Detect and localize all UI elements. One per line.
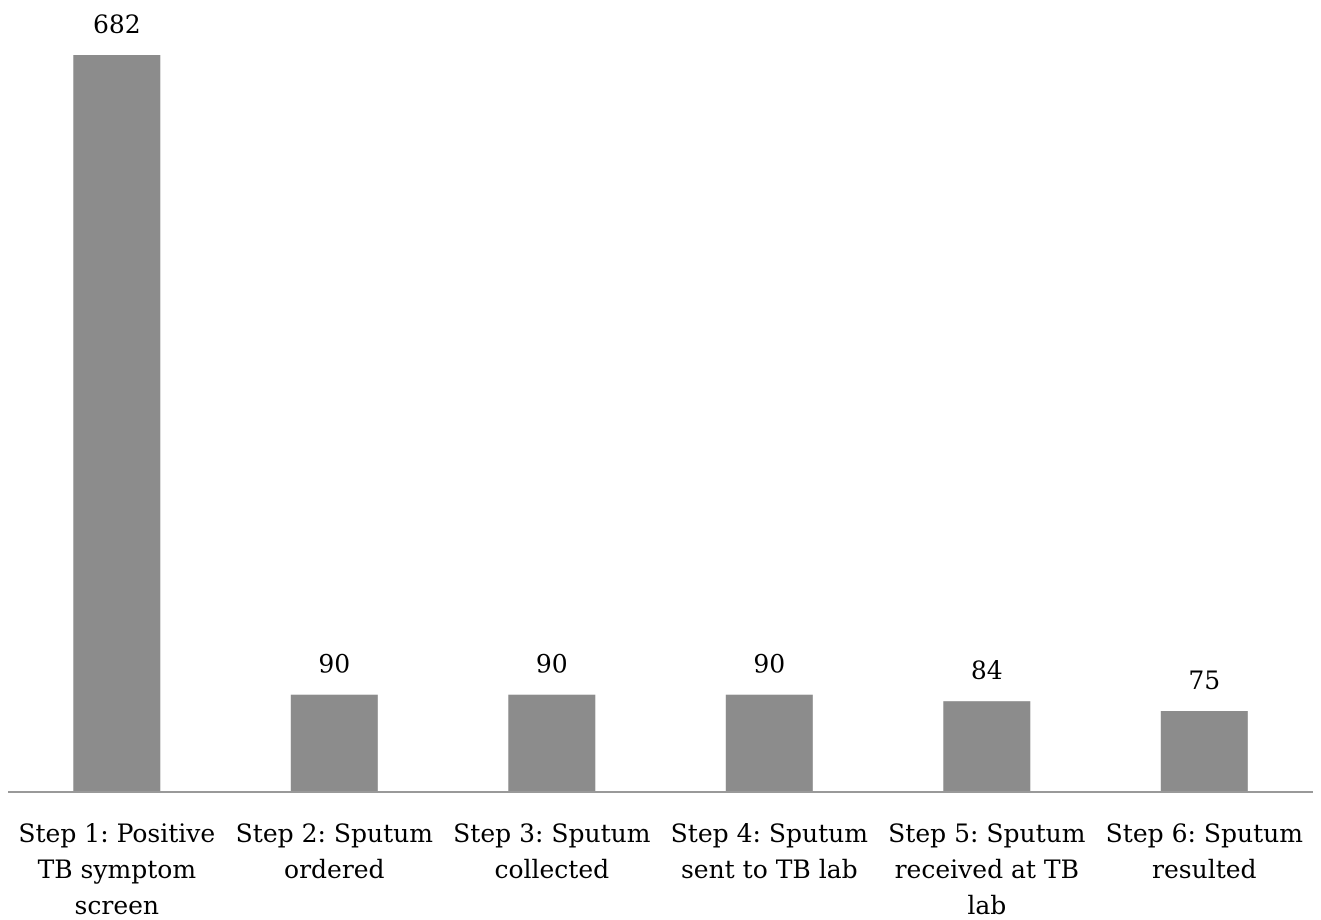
category-label-line: Step 4: Sputum [671, 819, 869, 848]
category-label-line: ordered [284, 855, 385, 884]
category-label-line: lab [967, 891, 1006, 920]
data-label-6: 75 [1188, 666, 1220, 695]
category-labels: Step 1: Positive TB symptom screen Step 2: … [18, 819, 1303, 920]
category-label-line: resulted [1152, 855, 1257, 884]
category-label-1: Step 1: Positive TB symptom screen [18, 819, 215, 920]
data-label-4: 90 [753, 650, 785, 679]
data-labels: 682 90 90 90 84 75 [93, 10, 1220, 695]
category-label-line: Step 1: Positive [18, 819, 215, 848]
data-label-3: 90 [536, 650, 568, 679]
category-label-6: Step 6: Sputum resulted [1106, 819, 1304, 884]
category-label-line: screen [75, 891, 159, 920]
bar-3 [508, 694, 596, 792]
category-label-line: received at TB [895, 855, 1079, 884]
category-label-line: TB symptom [38, 855, 197, 884]
data-label-2: 90 [318, 650, 350, 679]
category-label-line: Step 3: Sputum [453, 819, 651, 848]
bar-2 [290, 694, 378, 792]
bar-5 [943, 701, 1031, 792]
category-label-3: Step 3: Sputum collected [453, 819, 651, 884]
category-label-4: Step 4: Sputum sent to TB lab [671, 819, 869, 884]
category-label-line: Step 2: Sputum [236, 819, 434, 848]
category-label-2: Step 2: Sputum ordered [236, 819, 434, 884]
bar-4 [725, 694, 813, 792]
category-label-line: collected [494, 855, 609, 884]
category-label-5: Step 5: Sputum received at TB lab [888, 819, 1086, 920]
bar-1 [73, 55, 161, 792]
bar-6 [1160, 711, 1248, 792]
bars [73, 55, 1248, 792]
data-label-1: 682 [93, 10, 141, 39]
category-label-line: sent to TB lab [681, 855, 858, 884]
category-label-line: Step 5: Sputum [888, 819, 1086, 848]
data-label-5: 84 [971, 656, 1003, 685]
category-label-line: Step 6: Sputum [1106, 819, 1304, 848]
